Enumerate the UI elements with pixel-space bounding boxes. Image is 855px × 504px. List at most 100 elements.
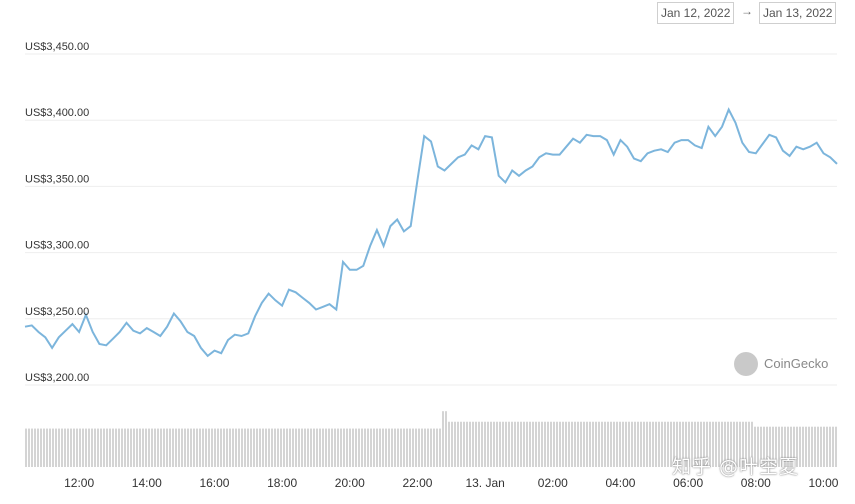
start-date-field[interactable]: Jan 12, 2022 bbox=[657, 2, 735, 24]
volume-bar bbox=[373, 428, 375, 467]
volume-bar bbox=[325, 428, 327, 467]
volume-bar bbox=[163, 428, 165, 467]
volume-bar bbox=[49, 428, 51, 467]
volume-bar bbox=[793, 426, 795, 467]
volume-bar bbox=[97, 428, 99, 467]
volume-bar bbox=[358, 428, 360, 467]
volume-bar bbox=[607, 421, 609, 467]
volume-bar bbox=[418, 428, 420, 467]
volume-bar bbox=[742, 421, 744, 467]
y-tick-label: US$3,250.00 bbox=[25, 306, 89, 318]
volume-bar bbox=[241, 428, 243, 467]
coingecko-brand: CoinGecko bbox=[764, 356, 829, 371]
x-tick-label: 13. Jan bbox=[465, 476, 504, 490]
volume-bar bbox=[151, 428, 153, 467]
volume-bar bbox=[307, 428, 309, 467]
volume-bar bbox=[136, 428, 138, 467]
volume-bar bbox=[463, 421, 465, 467]
volume-bar bbox=[376, 428, 378, 467]
volume-bar bbox=[385, 428, 387, 467]
end-date-field[interactable]: Jan 13, 2022 bbox=[759, 2, 837, 24]
volume-bar bbox=[316, 428, 318, 467]
volume-bar bbox=[340, 428, 342, 467]
volume-bar bbox=[214, 428, 216, 467]
volume-bar bbox=[112, 428, 114, 467]
volume-bar bbox=[478, 421, 480, 467]
volume-bar bbox=[301, 428, 303, 467]
volume-bar bbox=[469, 421, 471, 467]
x-tick-label: 06:00 bbox=[673, 476, 703, 490]
volume-bar bbox=[121, 428, 123, 467]
volume-bar bbox=[292, 428, 294, 467]
volume-bar bbox=[679, 421, 681, 467]
volume-bar bbox=[106, 428, 108, 467]
volume-bar bbox=[283, 428, 285, 467]
volume-bar bbox=[610, 421, 612, 467]
volume-bar bbox=[739, 421, 741, 467]
volume-bar bbox=[520, 421, 522, 467]
volume-bar bbox=[409, 428, 411, 467]
volume-bar bbox=[832, 426, 834, 467]
price-line bbox=[24, 107, 838, 358]
y-tick-label: US$3,350.00 bbox=[25, 173, 89, 185]
volume-bar bbox=[352, 428, 354, 467]
volume-bar bbox=[703, 421, 705, 467]
volume-bar bbox=[754, 426, 756, 467]
volume-bar bbox=[502, 421, 504, 467]
volume-bar bbox=[220, 428, 222, 467]
volume-bar bbox=[37, 428, 39, 467]
y-tick-label: US$3,200.00 bbox=[25, 372, 89, 384]
volume-bar bbox=[412, 428, 414, 467]
volume-bar bbox=[481, 421, 483, 467]
volume-bar bbox=[772, 426, 774, 467]
volume-bar bbox=[718, 421, 720, 467]
volume-bar bbox=[691, 421, 693, 467]
volume-bar bbox=[736, 421, 738, 467]
volume-bar bbox=[139, 428, 141, 467]
x-tick-label: 16:00 bbox=[199, 476, 229, 490]
volume-bar bbox=[634, 421, 636, 467]
volume-bar bbox=[76, 428, 78, 467]
volume-bar bbox=[154, 428, 156, 467]
volume-bar bbox=[142, 428, 144, 467]
volume-bar bbox=[130, 428, 132, 467]
volume-bar bbox=[388, 428, 390, 467]
volume-bar bbox=[379, 428, 381, 467]
volume-bar bbox=[523, 421, 525, 467]
volume-bar bbox=[28, 428, 30, 467]
volume-bar bbox=[82, 428, 84, 467]
volume-bar bbox=[430, 428, 432, 467]
volume-bar bbox=[580, 421, 582, 467]
volume-bar bbox=[496, 421, 498, 467]
volume-bar bbox=[781, 426, 783, 467]
volume-bar bbox=[562, 421, 564, 467]
volume-bar bbox=[727, 421, 729, 467]
volume-bar bbox=[247, 428, 249, 467]
volume-bar bbox=[100, 428, 102, 467]
volume-bar bbox=[763, 426, 765, 467]
x-tick-label: 10:00 bbox=[808, 476, 838, 490]
volume-bar bbox=[820, 426, 822, 467]
volume-bar bbox=[79, 428, 81, 467]
volume-bar bbox=[58, 428, 60, 467]
volume-bar bbox=[802, 426, 804, 467]
volume-bar bbox=[487, 421, 489, 467]
volume-bar bbox=[31, 428, 33, 467]
volume-bar bbox=[175, 428, 177, 467]
volume-bar bbox=[760, 426, 762, 467]
volume-bar bbox=[187, 428, 189, 467]
volume-bar bbox=[808, 426, 810, 467]
volume-bar bbox=[274, 428, 276, 467]
volume-bar bbox=[115, 428, 117, 467]
volume-bar bbox=[628, 421, 630, 467]
volume-bar bbox=[34, 428, 36, 467]
volume-bar bbox=[268, 428, 270, 467]
volume-bar bbox=[682, 421, 684, 467]
volume-bar bbox=[319, 428, 321, 467]
volume-bar bbox=[421, 428, 423, 467]
volume-bar bbox=[178, 428, 180, 467]
volume-bar bbox=[253, 428, 255, 467]
volume-bar bbox=[124, 428, 126, 467]
volume-bar bbox=[508, 421, 510, 467]
